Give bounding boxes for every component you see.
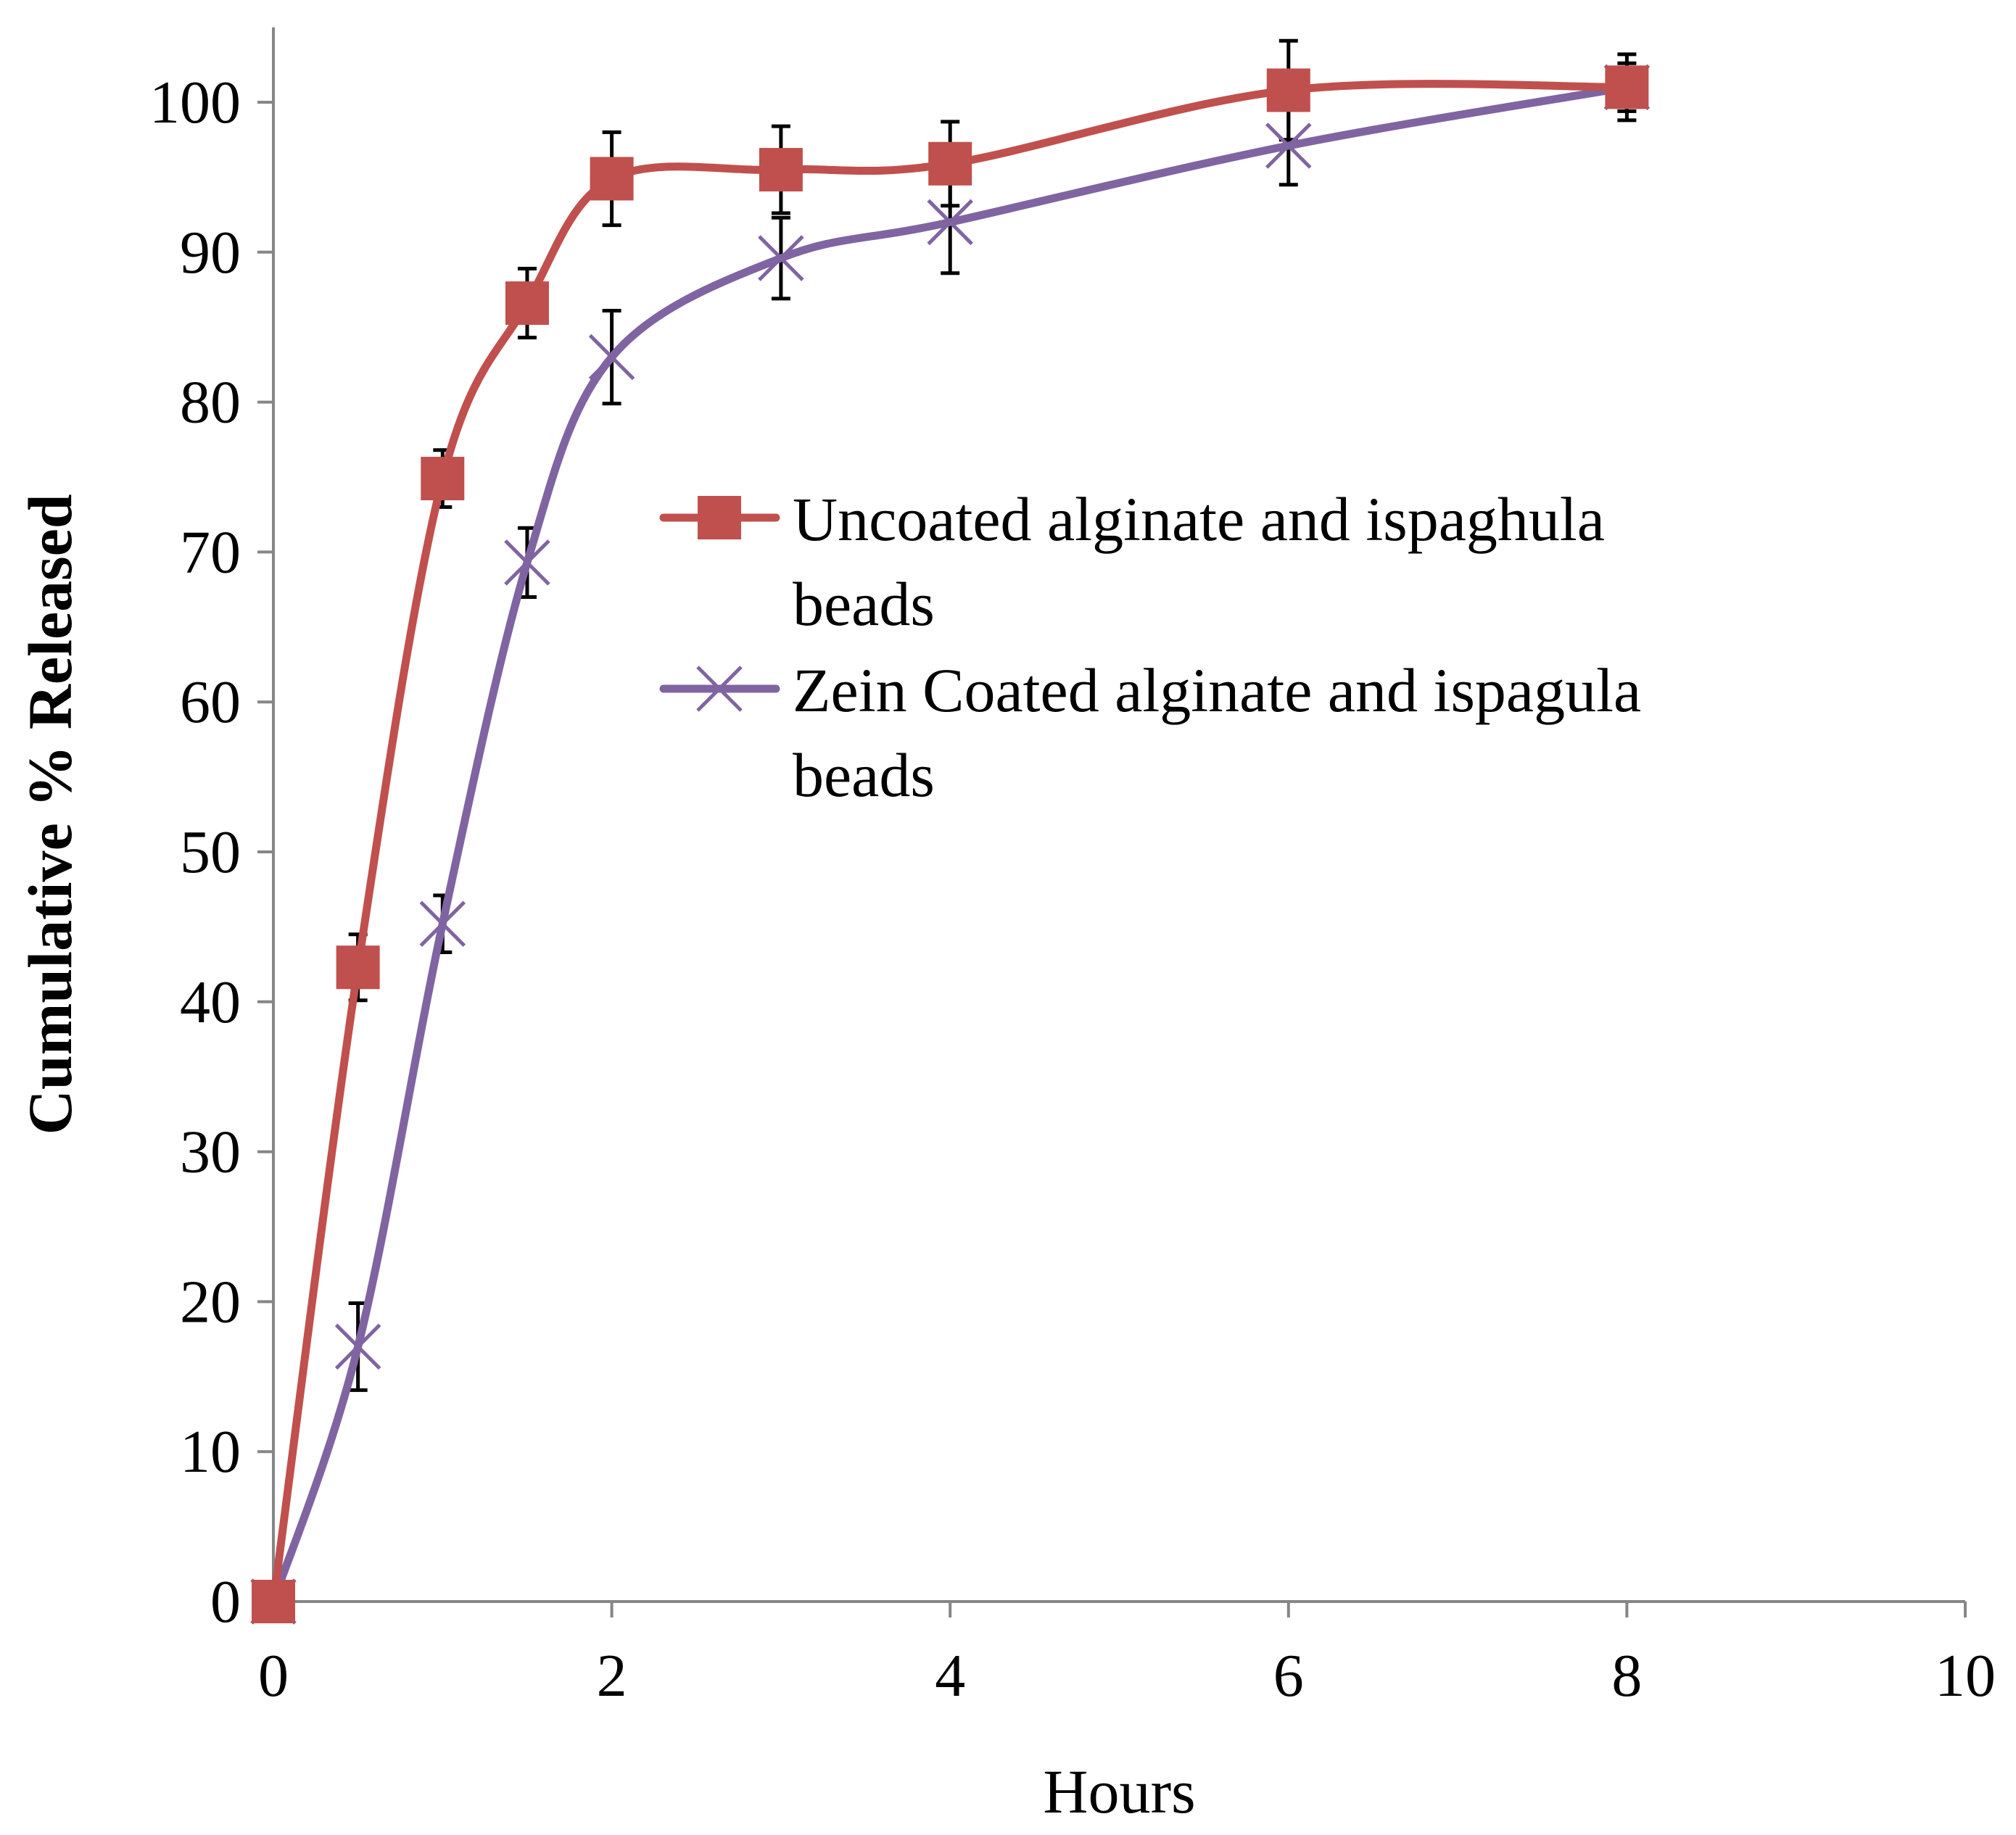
data-point-series-1	[928, 141, 972, 186]
data-point-series-2-stroke	[588, 334, 635, 381]
x-tick-label: 8	[1611, 1642, 1642, 1710]
x-tick-label: 10	[1935, 1642, 1996, 1710]
series-line-1	[269, 80, 1631, 1606]
data-point-series-1	[336, 945, 380, 990]
data-point-series-2	[1265, 123, 1312, 169]
data-point-series-1	[1605, 65, 1649, 109]
legend: Uncoated alginate and ispaghulabeadsZein…	[659, 484, 1641, 810]
data-point-series-1	[759, 148, 803, 192]
y-axis-title: Cumulative % Released	[15, 494, 85, 1135]
data-point-series-2-stroke	[927, 199, 973, 246]
legend-entry-2: Zein Coated alginate and ispagula beads	[659, 655, 1641, 810]
y-tick-label: 20	[180, 1268, 241, 1335]
x-tick-label: 6	[1273, 1642, 1304, 1710]
x-axis-title: Hours	[1043, 1757, 1195, 1826]
data-point-series-2-stroke	[504, 539, 550, 586]
data-point-series-1	[1266, 68, 1310, 112]
x-tick-label: 2	[597, 1642, 627, 1710]
y-tick-label: 90	[180, 219, 241, 286]
data-point-series-2-stroke	[419, 900, 466, 948]
y-tick-label: 60	[180, 668, 241, 736]
legend-label: Uncoated alginate and ispaghula	[793, 484, 1605, 554]
legend-label: beads	[793, 569, 935, 639]
y-tick-label: 10	[180, 1418, 241, 1486]
tick-labels: 0 10 20 30 40 50 60 70 80 90 100 0 2 4 6 8 10	[149, 69, 1996, 1710]
data-point-series-2	[504, 539, 550, 586]
legend-entry-1: Uncoated alginate and ispaghula beads	[659, 484, 1605, 639]
data-point-series-2-stroke	[1265, 123, 1312, 169]
data-point-series-1	[252, 1580, 295, 1623]
legend-marker-stroke	[696, 666, 743, 712]
series-markers	[250, 64, 1651, 1625]
data-point-series-1	[421, 457, 465, 501]
data-point-series-2	[588, 334, 635, 381]
legend-label: beads	[793, 740, 935, 810]
legend-marker	[698, 496, 741, 539]
series-line-2	[269, 83, 1631, 1606]
y-tick-label: 100	[149, 69, 241, 136]
legend-marker	[696, 666, 743, 712]
y-tick-label: 0	[210, 1568, 241, 1636]
data-point-series-2	[419, 900, 466, 948]
legend-label: Zein Coated alginate and ispagula	[793, 655, 1641, 725]
y-tick-label: 80	[180, 369, 241, 436]
data-point-series-2	[334, 1323, 381, 1370]
data-point-series-2	[758, 235, 804, 281]
y-tick-label: 70	[180, 518, 241, 586]
series-lines	[269, 80, 1631, 1606]
y-tick-label: 40	[180, 969, 241, 1036]
data-point-series-2-stroke	[334, 1323, 381, 1370]
data-point-series-1	[505, 281, 549, 326]
x-tick-label: 0	[258, 1642, 289, 1710]
data-point-series-2	[927, 199, 973, 246]
axes	[257, 27, 1967, 1617]
data-point-series-1	[590, 157, 634, 201]
x-tick-label: 4	[935, 1642, 965, 1710]
y-tick-label: 30	[180, 1119, 241, 1186]
data-point-series-2-stroke	[758, 235, 804, 281]
y-tick-label: 50	[180, 819, 241, 886]
